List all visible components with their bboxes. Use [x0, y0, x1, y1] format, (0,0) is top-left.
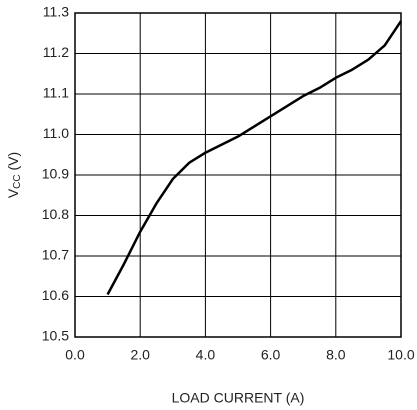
data-line [106, 20, 403, 296]
x-tick-label: 0.0 [65, 347, 85, 363]
y-label-sub: CC [12, 174, 23, 188]
y-axis-label: VCC (V) [5, 152, 23, 198]
y-tick-label: 10.6 [42, 287, 69, 303]
y-tick-label: 10.9 [42, 166, 69, 182]
x-tick-label: 10.0 [387, 347, 414, 363]
y-tick-label: 11.3 [43, 4, 69, 20]
y-tick-label: 10.7 [42, 247, 69, 263]
y-tick-label: 10.5 [42, 328, 69, 344]
x-tick-label: 2.0 [130, 347, 150, 363]
y-tick-label: 11.1 [43, 85, 69, 101]
y-label-unit: (V) [5, 152, 21, 175]
x-tick-label: 6.0 [261, 347, 281, 363]
x-tick-label: 4.0 [196, 347, 216, 363]
y-tick-label: 11.0 [43, 125, 69, 141]
x-tick-label: 8.0 [326, 347, 346, 363]
plot-frame [74, 12, 402, 338]
y-tick-label: 10.8 [42, 206, 69, 222]
x-axis-label: LOAD CURRENT (A) [172, 390, 305, 406]
y-tick-label: 11.2 [43, 44, 69, 60]
y-label-main: V [5, 188, 21, 198]
